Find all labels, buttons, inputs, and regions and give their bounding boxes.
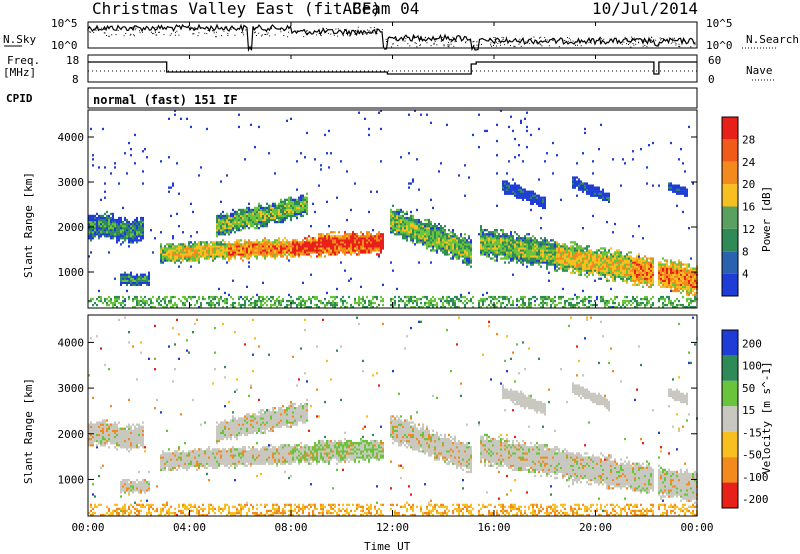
power-heatmap-ytick-label-3: 4000 bbox=[58, 131, 85, 144]
velocity-colorbar-seg-3 bbox=[722, 406, 738, 432]
xtick-label-3: 12:00 bbox=[376, 521, 409, 534]
nsky-line bbox=[87, 23, 696, 52]
nave-tick-bottom: 0 bbox=[708, 73, 715, 86]
velocity-heatmap-ytick-label-0: 1000 bbox=[58, 473, 85, 486]
power-colorbar-seg-4 bbox=[722, 184, 738, 207]
nsearch-dots bbox=[89, 26, 696, 48]
velocity-colorbar-seg-6 bbox=[722, 482, 738, 508]
velocity-heatmap-ytick-label-1: 2000 bbox=[58, 428, 85, 441]
nsky-tick-bottom: 10^0 bbox=[51, 39, 78, 52]
freq-line bbox=[88, 61, 697, 75]
nave-tick-top: 60 bbox=[708, 54, 722, 67]
power-heatmap-ytick-label-0: 1000 bbox=[58, 266, 85, 279]
power-heatmap-ytick-label-1: 2000 bbox=[58, 221, 85, 234]
velocity-heatmap-cells bbox=[88, 316, 698, 517]
nsearch-tick-top: 10^5 bbox=[706, 17, 733, 30]
power-colorbar-tick-4: 20 bbox=[742, 178, 755, 191]
nave-label: Nave bbox=[746, 64, 773, 77]
power-colorbar-tick-5: 24 bbox=[742, 156, 756, 169]
velocity-colorbar-tick-7: -200 bbox=[742, 493, 769, 506]
freq-unit-label: [MHz] bbox=[3, 66, 37, 79]
power-colorbar-seg-7 bbox=[722, 117, 738, 140]
power-colorbar-tick-6: 28 bbox=[742, 133, 755, 146]
velocity-colorbar-tick-2: 50 bbox=[742, 382, 755, 395]
velocity-colorbar-seg-4 bbox=[722, 431, 738, 458]
power-colorbar-tick-0: 4 bbox=[742, 268, 749, 281]
xtick-label-1: 04:00 bbox=[173, 521, 206, 534]
velocity-heatmap-ytick-label-3: 4000 bbox=[58, 336, 85, 349]
cpid-label: CPID bbox=[6, 92, 33, 105]
xaxis-label: Time UT bbox=[364, 540, 411, 553]
velocity-colorbar-seg-0 bbox=[722, 330, 738, 356]
power-colorbar-seg-3 bbox=[722, 206, 738, 229]
power-colorbar-seg-2 bbox=[722, 228, 738, 252]
xtick-label-6: 00:00 bbox=[680, 521, 713, 534]
xtick-label-2: 08:00 bbox=[274, 521, 307, 534]
velocity-heatmap-ytick-label-2: 3000 bbox=[58, 382, 85, 395]
velocity-colorbar-tick-0: 200 bbox=[742, 337, 762, 350]
power-heatmap-cells bbox=[88, 109, 698, 309]
power-colorbar-tick-1: 8 bbox=[742, 245, 749, 258]
power-colorbar-seg-1 bbox=[722, 251, 738, 274]
freq-tick-bottom: 8 bbox=[72, 73, 79, 86]
velocity-colorbar-tick-4: -15 bbox=[742, 426, 762, 439]
xtick-label-4: 16:00 bbox=[477, 521, 510, 534]
power-colorbar-seg-0 bbox=[722, 273, 738, 296]
nsky-tick-top: 10^5 bbox=[51, 17, 78, 30]
nsearch-tick-bottom: 10^0 bbox=[706, 39, 733, 52]
velocity-colorbar-seg-5 bbox=[722, 457, 738, 483]
velocity-colorbar-seg-1 bbox=[722, 355, 738, 381]
velocity-colorbar-tick-3: 15 bbox=[742, 404, 755, 417]
nsearch-label: N.Search bbox=[746, 33, 799, 46]
power-colorbar-tick-3: 16 bbox=[742, 201, 755, 214]
xtick-label-0: 00:00 bbox=[71, 521, 104, 534]
power-ylabel: Slant Range [km] bbox=[22, 172, 35, 278]
velocity-colorbar-tick-5: -50 bbox=[742, 449, 762, 462]
cpid-panel bbox=[87, 87, 698, 109]
velocity-colorbar-seg-2 bbox=[722, 380, 738, 407]
velocity-colorbar-tick-1: 100 bbox=[742, 360, 762, 373]
power-colorbar-tick-2: 12 bbox=[742, 223, 755, 236]
power-colorbar-seg-5 bbox=[722, 161, 738, 185]
freq-label: Freq. bbox=[7, 54, 41, 67]
power-colorbar-frame bbox=[721, 116, 739, 297]
beam-label: Beam 04 bbox=[352, 0, 420, 18]
freq-panel bbox=[87, 54, 698, 83]
power-colorbar-seg-6 bbox=[722, 139, 738, 162]
xtick-label-5: 20:00 bbox=[579, 521, 612, 534]
power-heatmap-ytick-label-2: 3000 bbox=[58, 176, 85, 189]
velocity-colorbar-tick-6: -100 bbox=[742, 471, 769, 484]
velocity-colorbar-label: Velocity [m s^-1] bbox=[760, 361, 773, 474]
velocity-colorbar-frame bbox=[721, 329, 739, 509]
freq-tick-top: 18 bbox=[66, 54, 80, 67]
power-heatmap-frame bbox=[87, 109, 698, 309]
power-colorbar-label: Power [dB] bbox=[760, 185, 773, 252]
chart-date: 10/Jul/2014 bbox=[592, 0, 698, 18]
chart-title: Christmas Valley East (fitACF) bbox=[92, 0, 381, 18]
nsky-label: N.Sky bbox=[3, 33, 37, 46]
velocity-ylabel: Slant Range [km] bbox=[22, 378, 35, 484]
cpid-value: normal (fast) 151 IF bbox=[93, 93, 238, 107]
